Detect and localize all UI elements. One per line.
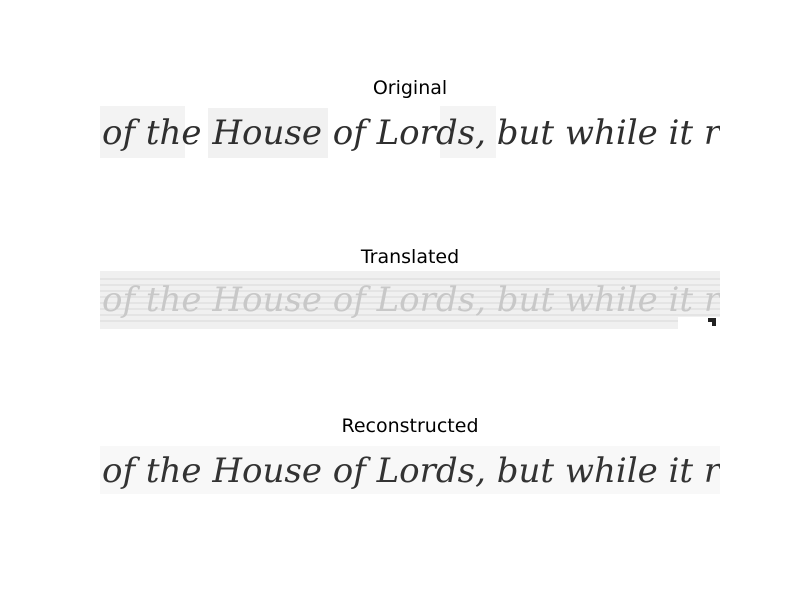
panel-title-translated: Translated [360, 246, 460, 268]
handwriting-text-reconstructed: of the House of Lords, but while it rema… [102, 451, 720, 491]
handwriting-image-translated: of the House of Lords, but while it rema… [100, 271, 720, 329]
panel-title-reconstructed: Reconstructed [341, 415, 479, 437]
handwriting-text-original: of the House of Lords, but while it rema… [102, 113, 720, 153]
panel-title-original: Original [372, 77, 448, 99]
handwriting-image-original: of the House of Lords, but while it rema… [100, 102, 720, 160]
handwriting-text-translated: of the House of Lords, but while it rema… [102, 280, 720, 320]
handwriting-image-reconstructed: of the House of Lords, but while it rema… [100, 440, 720, 498]
